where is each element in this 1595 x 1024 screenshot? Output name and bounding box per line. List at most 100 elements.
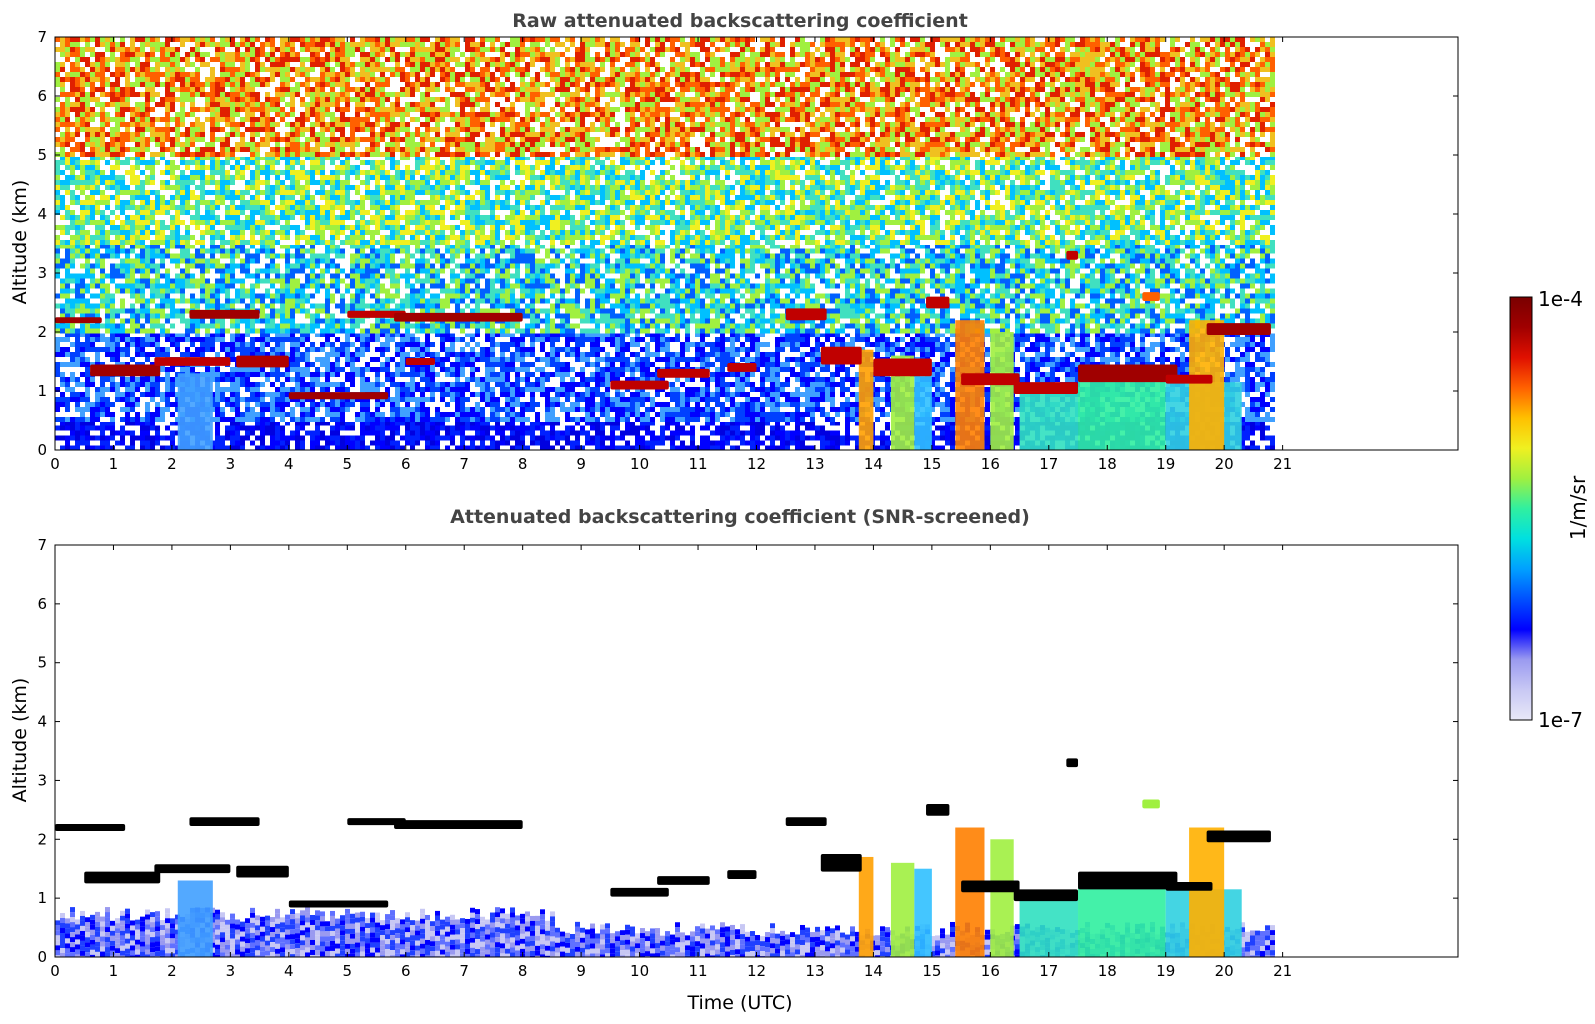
x-tick-label: 14 [864, 962, 883, 980]
cloud-layer [189, 310, 259, 319]
x-tick-label: 6 [401, 455, 411, 473]
x-axis-label: Time (UTC) [686, 992, 792, 1014]
x-tick-label: 21 [1273, 962, 1292, 980]
x-tick-label: 0 [50, 455, 60, 473]
x-tick-label: 12 [747, 962, 766, 980]
cloud-layer [55, 824, 125, 831]
cloud-layer [289, 900, 388, 907]
cloud-layer [926, 297, 949, 309]
precipitation-column [914, 869, 932, 957]
precipitation-column [1078, 376, 1166, 450]
precipitation-column [178, 373, 213, 450]
x-tick-label: 3 [226, 455, 236, 473]
x-tick-label: 15 [922, 962, 941, 980]
y-tick-label: 0 [37, 441, 47, 459]
figure: Raw attenuated backscattering coefficien… [0, 0, 1595, 1020]
x-tick-label: 16 [981, 455, 1000, 473]
x-tick-label: 17 [1039, 962, 1058, 980]
cloud-layer [289, 392, 388, 399]
y-tick-label: 5 [37, 654, 47, 672]
cloud-layer [1166, 375, 1213, 384]
x-tick-label: 10 [630, 455, 649, 473]
colorbar-unit-label: 1/m/sr [1566, 475, 1590, 540]
cloud-layer [961, 373, 1019, 385]
cloud-layer [657, 369, 710, 378]
cloud-layer [1142, 800, 1160, 809]
precipitation-column [955, 320, 984, 450]
plot-content [55, 37, 1275, 451]
plot-content [55, 758, 1275, 962]
cloud-layer [394, 313, 523, 322]
y-tick-label: 2 [37, 830, 47, 848]
y-tick-label: 4 [37, 713, 47, 731]
x-tick-label: 18 [1098, 455, 1117, 473]
y-tick-label: 6 [37, 595, 47, 613]
x-tick-label: 11 [688, 962, 707, 980]
y-tick-label: 7 [37, 536, 47, 554]
cloud-layer [1066, 758, 1078, 767]
cloud-layer [394, 820, 523, 829]
x-tick-label: 9 [576, 455, 586, 473]
x-tick-label: 7 [459, 962, 469, 980]
x-tick-label: 1 [109, 455, 119, 473]
precipitation-column [1078, 883, 1166, 957]
cloud-layer [1014, 889, 1078, 901]
cloud-layer [189, 817, 259, 826]
x-tick-label: 8 [518, 962, 528, 980]
x-tick-label: 17 [1039, 455, 1058, 473]
panel-raw: Raw attenuated backscattering coefficien… [9, 10, 1458, 473]
precipitation-column [178, 880, 213, 957]
x-tick-label: 8 [518, 455, 528, 473]
x-tick-label: 10 [630, 962, 649, 980]
cloud-layer [1014, 382, 1078, 394]
x-tick-label: 7 [459, 455, 469, 473]
cloud-layer [961, 880, 1019, 892]
y-axis-label: Altitude (km) [9, 678, 31, 803]
cloud-layer [1207, 830, 1271, 842]
x-tick-label: 2 [167, 962, 177, 980]
x-tick-label: 0 [50, 962, 60, 980]
cloud-layer [406, 358, 435, 365]
cloud-layer [926, 804, 949, 816]
cloud-layer [236, 356, 289, 368]
y-tick-label: 7 [37, 28, 47, 46]
y-tick-label: 3 [37, 771, 47, 789]
x-tick-label: 3 [226, 962, 236, 980]
x-tick-label: 6 [401, 962, 411, 980]
precipitation-column [859, 350, 874, 450]
x-tick-label: 13 [805, 455, 824, 473]
cloud-layer [154, 864, 230, 873]
cloud-layer [1166, 882, 1213, 891]
cloud-layer [786, 308, 827, 320]
y-axis-label: Altitude (km) [9, 180, 31, 305]
precipitation-column [1020, 892, 1078, 957]
x-tick-label: 13 [805, 962, 824, 980]
cloud-layer [1207, 323, 1271, 335]
precipitation-column [1020, 385, 1078, 450]
x-tick-label: 19 [1156, 962, 1175, 980]
y-tick-label: 2 [37, 323, 47, 341]
y-tick-label: 3 [37, 264, 47, 282]
y-tick-label: 4 [37, 205, 47, 223]
x-tick-label: 11 [688, 455, 707, 473]
precipitation-column [859, 857, 874, 957]
cloud-layer [610, 381, 668, 390]
x-tick-label: 20 [1215, 962, 1234, 980]
x-tick-label: 2 [167, 455, 177, 473]
x-tick-label: 12 [747, 455, 766, 473]
colorbar-scale [1510, 297, 1532, 720]
precipitation-column [990, 839, 1013, 957]
y-tick-label: 1 [37, 382, 47, 400]
x-tick-label: 16 [981, 962, 1000, 980]
precipitation-column [1189, 320, 1224, 450]
x-tick-label: 5 [343, 455, 353, 473]
cloud-layer [154, 357, 230, 366]
y-tick-label: 1 [37, 889, 47, 907]
plot-frame [55, 545, 1458, 957]
precipitation-column [891, 863, 914, 957]
cloud-layer [1078, 364, 1177, 382]
y-tick-label: 0 [37, 948, 47, 966]
cloud-layer [90, 364, 160, 376]
